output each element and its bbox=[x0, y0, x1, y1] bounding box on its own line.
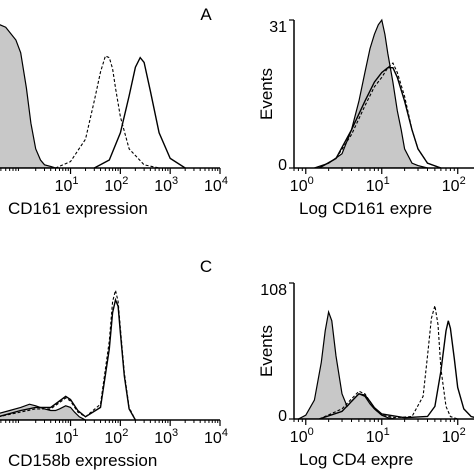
x-tick-label: 101 bbox=[366, 426, 390, 446]
series-1-filled-histogram bbox=[0, 24, 56, 168]
x-tick-label: 103 bbox=[154, 427, 178, 447]
x-axis-label: CD158b expression bbox=[8, 451, 157, 470]
series-2-dashed-histogram bbox=[55, 55, 160, 168]
x-tick-label: 100 bbox=[290, 426, 314, 446]
x-tick-label: 102 bbox=[104, 175, 128, 195]
y-tick-label: 108 bbox=[260, 282, 287, 299]
plot-area bbox=[0, 24, 186, 168]
plot-area bbox=[0, 290, 137, 420]
x-axis-label: CD161 expression bbox=[8, 199, 148, 218]
x-tick-label: 100 bbox=[290, 175, 314, 195]
y-tick-label: 31 bbox=[269, 19, 287, 36]
x-tick-label: 102 bbox=[442, 175, 466, 195]
series-1-filled-histogram bbox=[298, 309, 396, 419]
series-2-dashed-histogram bbox=[0, 290, 136, 420]
series-3-solid-histogram bbox=[93, 56, 186, 168]
panel-1: 101 102 103 104 CD161 expression A bbox=[0, 5, 228, 218]
series-1-filled-histogram bbox=[0, 403, 86, 420]
panel-2: 100 101 102 0 31 Log CD161 expre Events bbox=[257, 18, 474, 218]
plot-area bbox=[298, 305, 474, 419]
series-3-solid-histogram bbox=[318, 67, 442, 168]
y-axis-label: Events bbox=[257, 325, 276, 377]
x-tick-label: 104 bbox=[204, 427, 228, 447]
x-tick-label: 104 bbox=[204, 175, 228, 195]
panel-label: A bbox=[200, 5, 212, 24]
plot-area bbox=[314, 18, 442, 168]
panel-3: 101 102 103 104 CD158b expression C bbox=[0, 257, 228, 470]
y-tick-label: 0 bbox=[278, 408, 287, 425]
x-tick-label: 102 bbox=[442, 426, 466, 446]
panel-4: 100 101 102 0 108 Log CD4 expre Events bbox=[257, 282, 474, 469]
x-tick-label: 101 bbox=[55, 427, 79, 447]
x-tick-label: 101 bbox=[366, 175, 390, 195]
x-axis-label: Log CD161 expre bbox=[299, 199, 432, 218]
y-axis-label: Events bbox=[257, 68, 276, 120]
y-tick-label: 0 bbox=[278, 157, 287, 174]
x-axis-label: Log CD4 expre bbox=[299, 450, 413, 469]
series-3-solid-histogram bbox=[0, 297, 137, 420]
x-tick-label: 101 bbox=[55, 175, 79, 195]
x-tick-label: 102 bbox=[104, 427, 128, 447]
panel-label: C bbox=[200, 257, 212, 276]
x-tick-label: 103 bbox=[154, 175, 178, 195]
series-3-solid-histogram bbox=[318, 320, 474, 419]
